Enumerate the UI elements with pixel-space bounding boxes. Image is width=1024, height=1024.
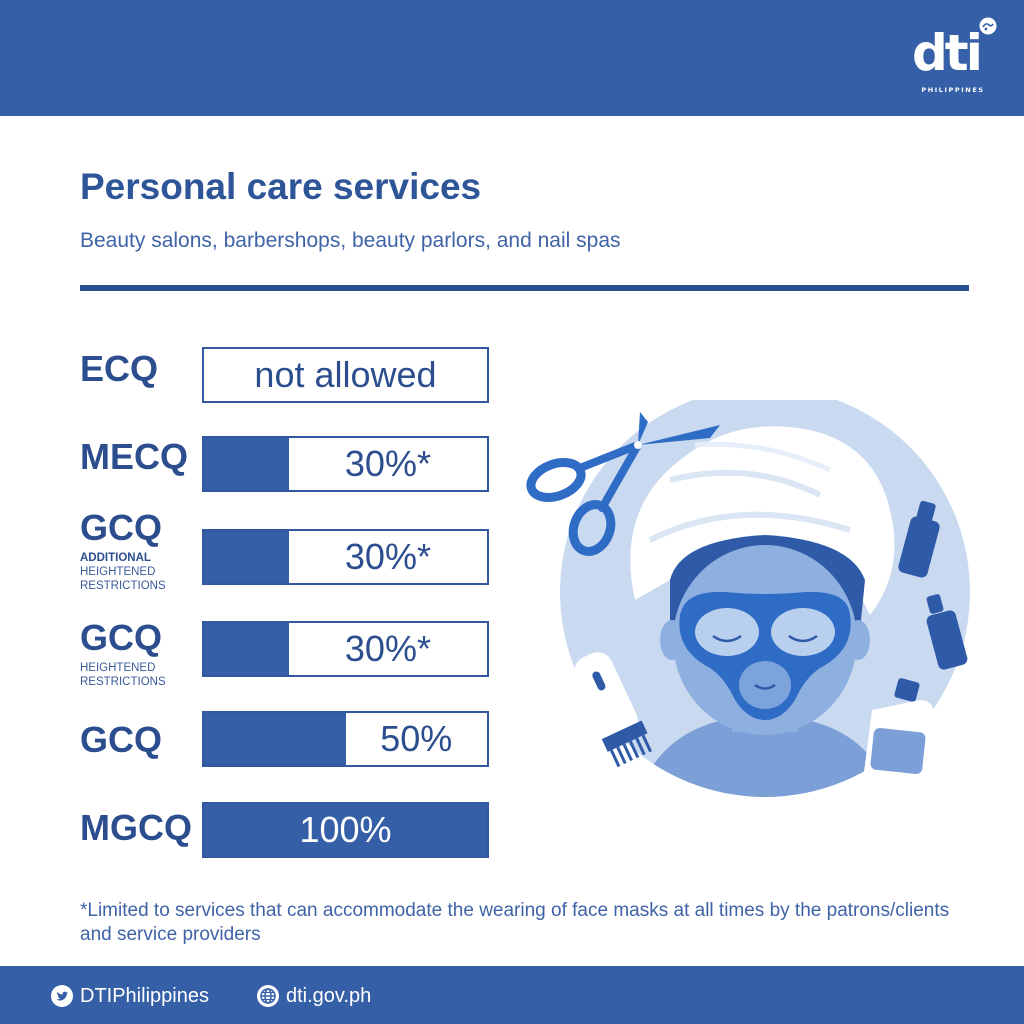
capacity-bar-gcq: 50%: [202, 711, 489, 767]
row-label-gcq-additional: GCQ: [80, 507, 163, 548]
page-title: Personal care services: [80, 166, 482, 207]
capacity-fill-mgcq: [204, 804, 487, 856]
row-label-gcq: GCQ: [80, 719, 163, 760]
capacity-value-ecq: not allowed: [254, 354, 437, 395]
ear-right: [846, 620, 870, 660]
dti-logo: dti PHILIPPINES: [910, 14, 1002, 100]
serum-bottle-icon-2: [926, 594, 968, 670]
ear-left: [660, 620, 684, 660]
logo-text: dti: [912, 24, 983, 82]
capacity-value-mgcq: 100%: [299, 809, 392, 850]
twitter-icon: [51, 985, 73, 1007]
header-bar: dti PHILIPPINES: [0, 0, 1024, 116]
footer-bar: DTIPhilippines dti.gov.ph: [0, 966, 1024, 1024]
capacity-fill-gcq-additional: [204, 531, 289, 583]
capacity-bar-gcq-heightened: 30%*: [202, 621, 489, 677]
capacity-bar-ecq: not allowed: [202, 347, 489, 403]
row-sublabel-gcq-heightened: HEIGHTENED RESTRICTIONS: [80, 662, 166, 688]
spa-illustration: [526, 400, 970, 797]
capacity-value-gcq-additional: 30%*: [344, 536, 431, 577]
capacity-value-gcq: 50%: [380, 718, 453, 759]
twitter-link[interactable]: DTIPhilippines: [50, 984, 209, 1008]
row-label-ecq: ECQ: [80, 348, 159, 389]
serum-bottle-icon-1: [898, 500, 940, 578]
nose-patch: [739, 661, 791, 709]
row-label-mgcq: MGCQ: [80, 807, 192, 848]
row-label-mecq: MECQ: [80, 436, 188, 477]
row-label-gcq-heightened: GCQ: [80, 617, 163, 658]
hair-clipper-icon: [574, 652, 653, 768]
logo-subtext: PHILIPPINES: [921, 86, 985, 94]
globe-icon: [257, 985, 279, 1007]
twitter-handle: DTIPhilippines: [80, 984, 209, 1007]
footnote: *Limited to services that can accommodat…: [80, 900, 950, 945]
seal-icon: [979, 17, 997, 35]
capacity-bar-mgcq: 100%: [202, 802, 489, 858]
capacity-bar-mecq: 30%*: [202, 436, 489, 492]
capacity-value-mecq: 30%*: [344, 443, 431, 484]
lotion-bottle-icon: [864, 678, 940, 784]
scissors-icon: [526, 412, 720, 556]
row-sublabel-strong: ADDITIONAL: [80, 552, 151, 564]
capacity-value-gcq-heightened: 30%*: [344, 628, 431, 669]
capacity-bar-gcq-additional: 30%*: [202, 529, 489, 585]
page-subtitle: Beauty salons, barbershops, beauty parlo…: [80, 229, 621, 252]
row-sublabel-text: HEIGHTENED RESTRICTIONS: [80, 566, 166, 592]
capacity-fill-mecq: [204, 438, 289, 490]
website-link[interactable]: dti.gov.ph: [256, 984, 371, 1008]
capacity-fill-gcq-heightened: [204, 623, 289, 675]
capacity-fill-gcq: [204, 713, 346, 765]
title-divider: [80, 285, 969, 291]
eye-pad-right: [771, 608, 835, 656]
website-url: dti.gov.ph: [286, 984, 372, 1007]
eye-pad-left: [695, 608, 759, 656]
row-sublabel-gcq-additional: ADDITIONAL HEIGHTENED RESTRICTIONS: [80, 551, 175, 593]
